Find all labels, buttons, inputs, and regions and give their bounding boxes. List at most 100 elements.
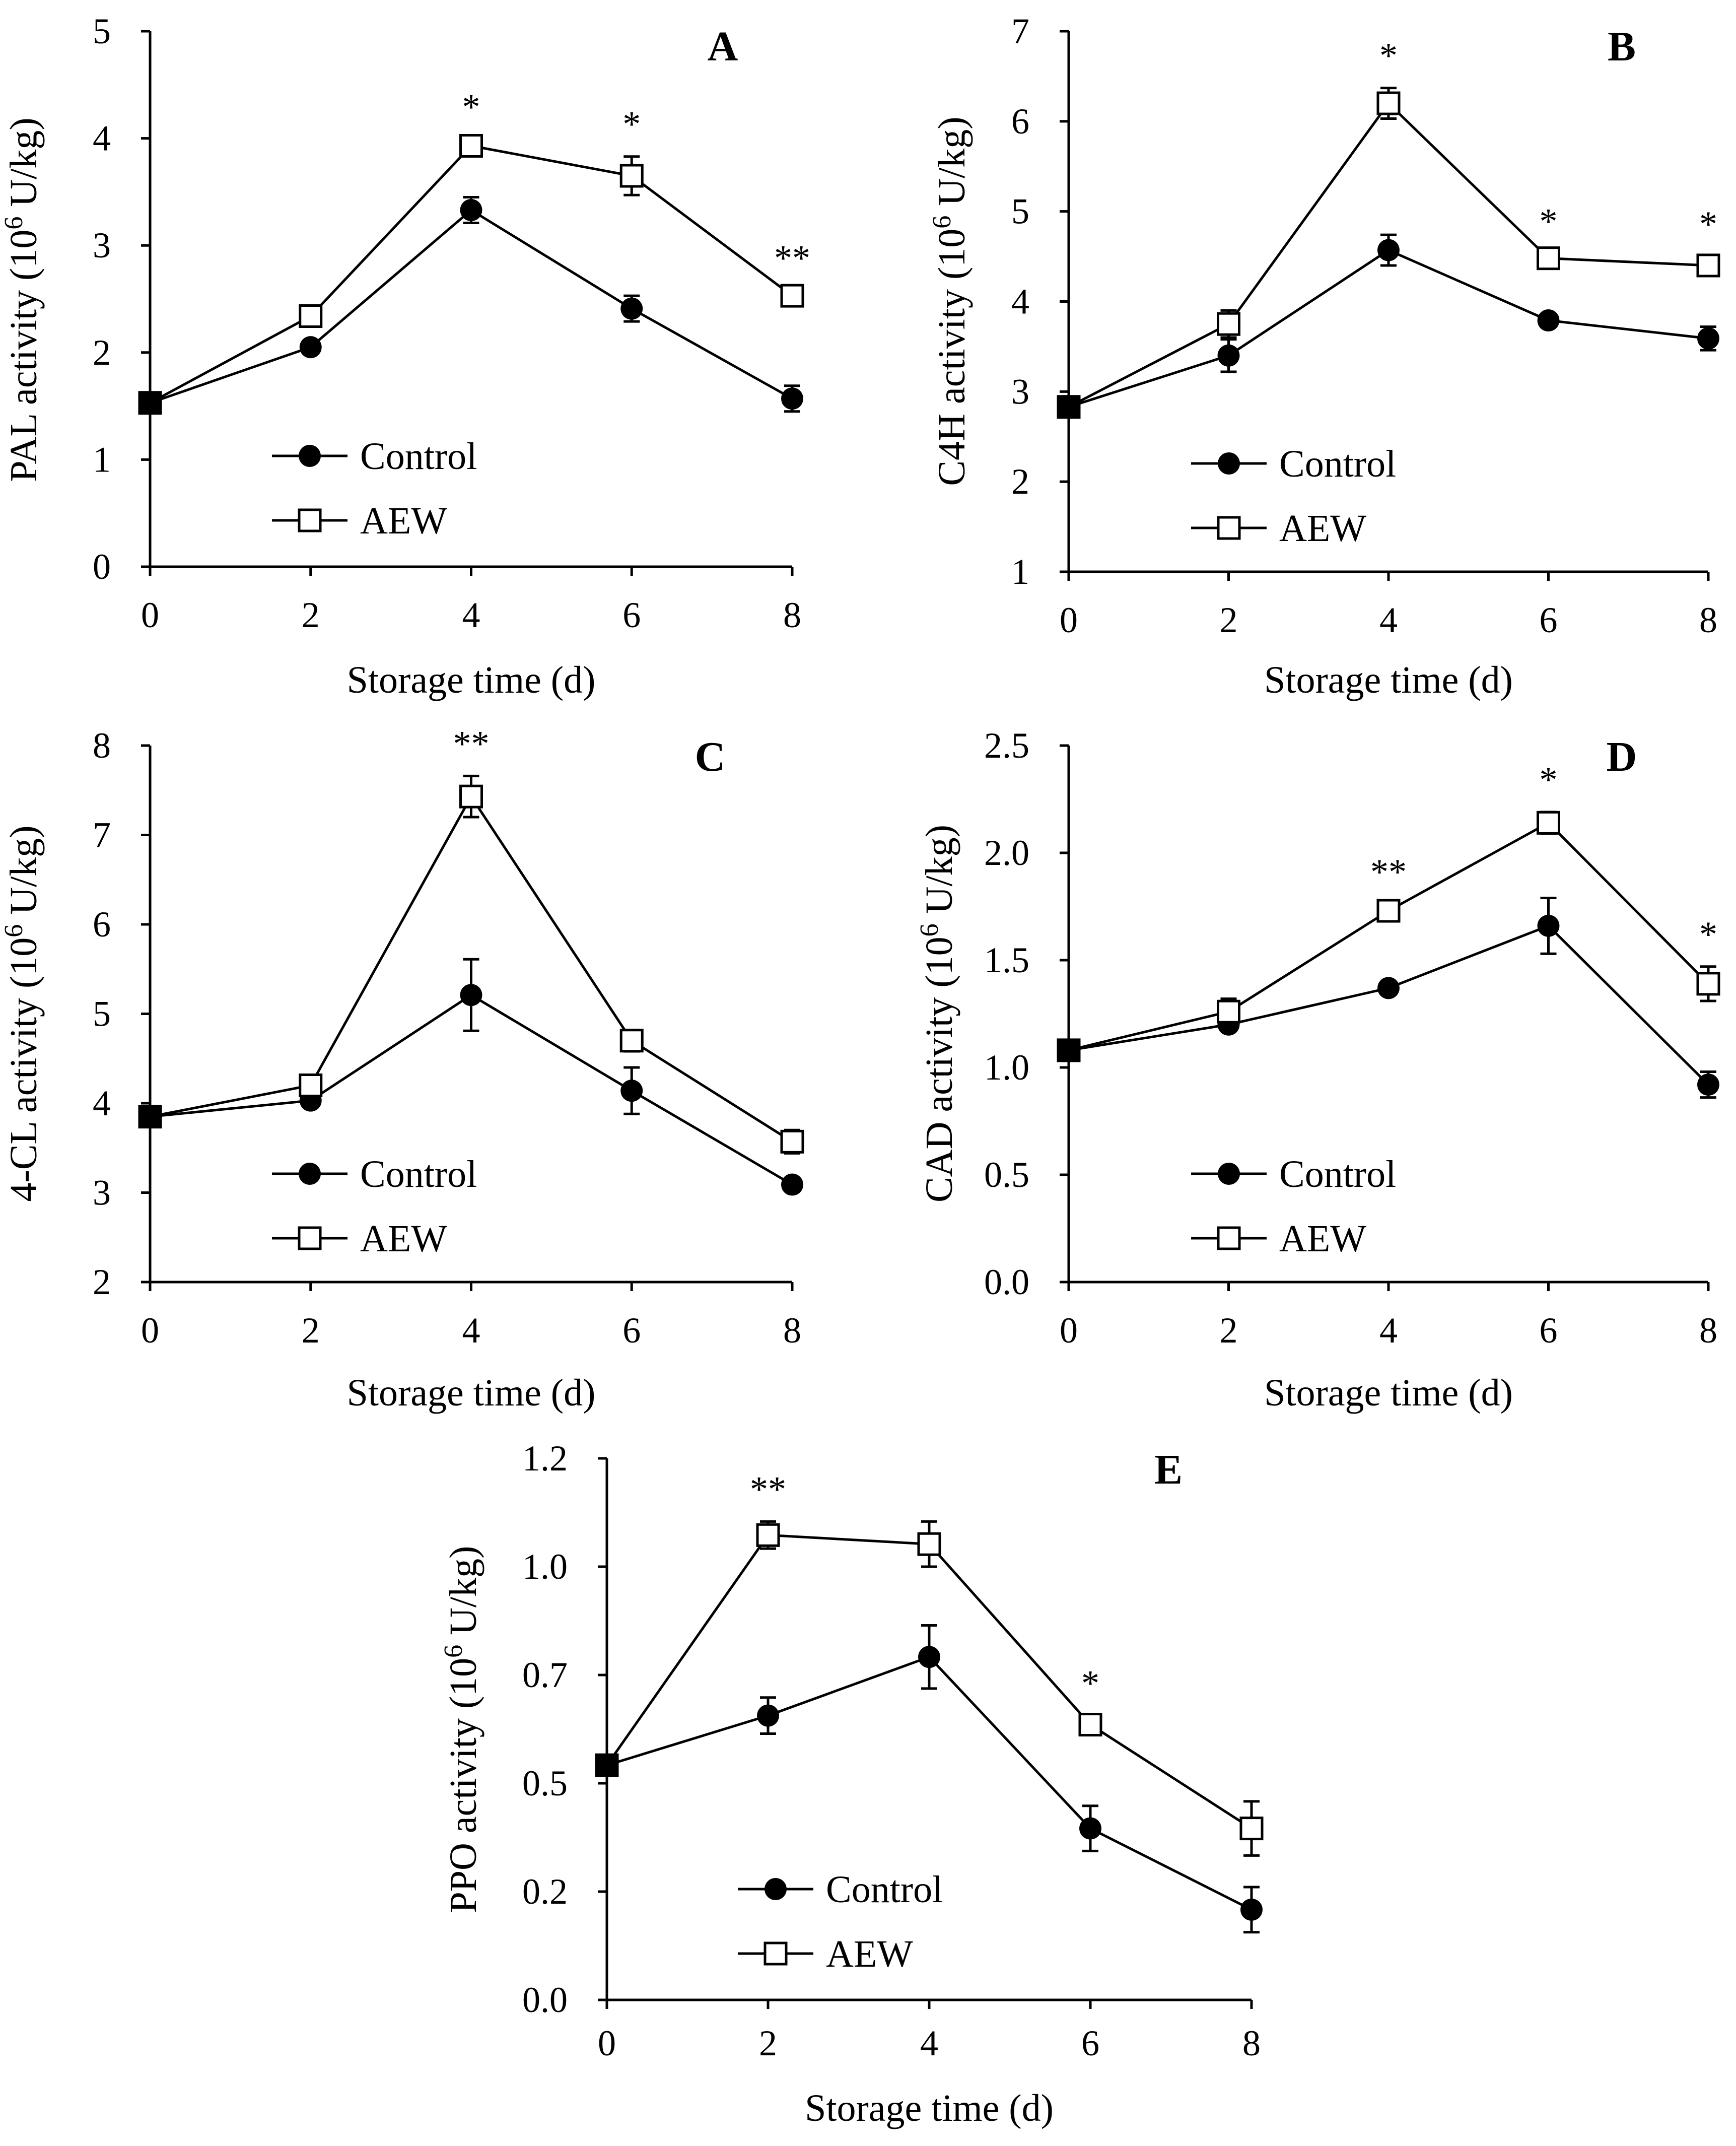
legend-marker-control [299, 445, 321, 467]
data-point-aew [1376, 91, 1401, 115]
data-point-day0 [138, 391, 162, 415]
panel-letter: B [1608, 23, 1636, 70]
chart-panel-B: 1 2 3 4 5 6 7 0 2 4 6 8 Storage time (d) C4H activity… [928, 11, 1720, 701]
y-tick-label: 4 [93, 1083, 111, 1123]
panel-letter: E [1154, 1446, 1183, 1493]
x-tick-label: 6 [1540, 600, 1558, 640]
x-tick-label: 2 [1220, 600, 1238, 640]
significance-marker: ** [750, 1469, 786, 1509]
y-tick-label: 1.2 [522, 1438, 568, 1479]
legend-label-control: Control [360, 1153, 477, 1195]
data-point-aew [780, 1129, 804, 1154]
y-tick-label: 5 [93, 994, 111, 1034]
data-point-control [781, 387, 803, 410]
significance-marker: ** [774, 238, 810, 278]
data-point-control [1217, 344, 1240, 367]
data-point-aew [299, 304, 323, 328]
legend-marker-control [1218, 1163, 1240, 1185]
significance-marker: ** [1370, 852, 1407, 892]
y-tick-label: 4 [1011, 282, 1029, 322]
y-tick-label: 1.0 [522, 1547, 568, 1587]
significance-marker: * [462, 87, 480, 127]
y-tick-label: 2.5 [984, 725, 1029, 766]
legend-label-aew: AEW [360, 1218, 447, 1260]
legend-marker-control [1218, 452, 1240, 475]
x-tick-label: 2 [1220, 1310, 1238, 1351]
data-point-day0 [1057, 395, 1080, 419]
significance-marker: ** [453, 723, 490, 764]
series-line-aew [149, 144, 793, 404]
data-point-control [757, 1704, 779, 1727]
data-point-aew [299, 1074, 323, 1097]
x-tick-label: 6 [1540, 1310, 1558, 1351]
x-tick-label: 4 [462, 1310, 480, 1351]
data-point-aew [619, 164, 644, 188]
data-point-aew [1537, 811, 1560, 835]
y-tick-label: 3 [93, 225, 111, 265]
data-point-aew [1696, 253, 1720, 278]
y-tick-label: 0.0 [522, 1980, 568, 2020]
y-tick-label: 4 [93, 118, 111, 159]
x-tick-label: 0 [141, 1310, 159, 1351]
significance-marker: * [1379, 36, 1398, 76]
data-point-control [299, 336, 322, 359]
chart-panel-A: 0 1 2 3 4 5 0 2 4 6 8 Storage time (d) PAL activity … [0, 11, 810, 701]
y-tick-label: 3 [1011, 371, 1029, 412]
legend-label-control: Control [826, 1868, 943, 1911]
data-point-aew [619, 1029, 644, 1053]
data-point-day0 [595, 1754, 618, 1777]
panel-letter: A [708, 23, 738, 70]
series-line-control [150, 208, 793, 405]
significance-marker: * [1540, 760, 1558, 800]
legend-label-control: Control [1279, 443, 1396, 485]
significance-marker: * [1081, 1663, 1099, 1704]
legend-marker-aew [763, 1941, 788, 1966]
y-tick-label: 8 [93, 725, 111, 766]
y-axis-title: CAD activity (106 U/kg) [915, 825, 960, 1202]
y-tick-label: 0.5 [522, 1763, 568, 1803]
y-axis-title: C4H activity (106 U/kg) [928, 116, 973, 486]
y-tick-label: 0.5 [984, 1155, 1029, 1195]
y-tick-label: 6 [93, 904, 111, 945]
chart-panel-D: 0.0 0.5 1.0 1.5 2.0 2.5 0 2 4 6 8 Storage time (d) C… [915, 725, 1720, 1414]
significance-marker: * [1699, 914, 1717, 955]
data-point-control [1377, 239, 1400, 261]
legend: Control AEW [272, 435, 477, 542]
x-axis-title: Storage time (d) [347, 659, 596, 701]
y-axis-title: PPO activity (106 U/kg) [439, 1546, 484, 1913]
y-tick-label: 1 [1011, 552, 1029, 592]
data-point-aew [1376, 899, 1401, 923]
x-tick-label: 4 [1379, 600, 1398, 640]
y-tick-label: 2 [93, 1262, 111, 1302]
legend-marker-control [765, 1878, 787, 1900]
x-tick-label: 6 [1081, 2023, 1099, 2063]
y-tick-label: 2 [1011, 461, 1029, 502]
y-tick-label: 0 [93, 547, 111, 587]
y-tick-label: 1 [93, 439, 111, 480]
data-point-control [1079, 1817, 1101, 1840]
x-tick-label: 8 [783, 1310, 801, 1351]
y-tick-label: 7 [93, 815, 111, 855]
significance-marker: * [1699, 204, 1717, 244]
y-tick-label: 7 [1011, 11, 1029, 51]
significance-marker: * [622, 104, 641, 145]
legend-marker-control [299, 1163, 321, 1185]
x-axis-title: Storage time (d) [1264, 1372, 1513, 1414]
data-point-control [1377, 977, 1400, 999]
data-point-aew [756, 1523, 780, 1547]
data-point-aew [780, 284, 804, 308]
data-point-control [781, 1173, 803, 1196]
data-point-aew [917, 1532, 941, 1556]
legend-label-aew: AEW [360, 500, 447, 542]
y-tick-label: 0.0 [984, 1262, 1029, 1302]
y-tick-label: 5 [1011, 191, 1029, 232]
y-tick-label: 2.0 [984, 833, 1029, 873]
data-point-aew [459, 784, 483, 809]
y-tick-label: 5 [93, 11, 111, 51]
y-tick-label: 1.5 [984, 940, 1029, 980]
y-tick-label: 1.0 [984, 1047, 1029, 1088]
legend-marker-aew [1217, 516, 1241, 540]
data-point-control [620, 297, 643, 320]
